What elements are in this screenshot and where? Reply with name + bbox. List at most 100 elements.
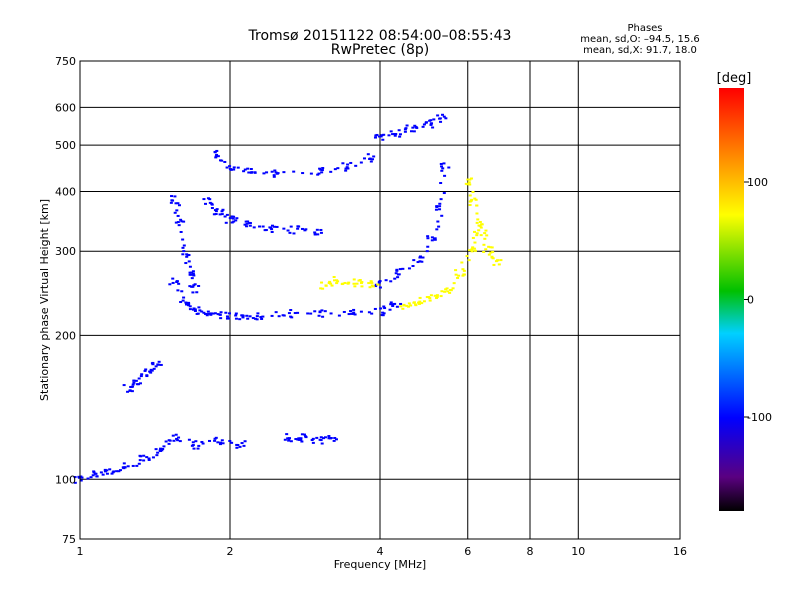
- data-point: [401, 267, 405, 270]
- data-point: [216, 441, 220, 444]
- data-point: [311, 441, 315, 444]
- data-point: [320, 169, 324, 172]
- data-point: [483, 237, 487, 240]
- data-point: [324, 284, 328, 287]
- data-point: [159, 447, 163, 450]
- y-tick-label: 200: [55, 329, 76, 342]
- data-point: [412, 301, 416, 304]
- data-point: [147, 458, 151, 461]
- data-point: [426, 245, 430, 248]
- data-point: [387, 134, 391, 137]
- data-point: [474, 198, 478, 201]
- data-point: [313, 310, 317, 313]
- data-point: [93, 472, 97, 475]
- data-point: [177, 224, 181, 227]
- data-point: [330, 284, 334, 287]
- data-point: [318, 438, 322, 441]
- data-point: [429, 123, 433, 126]
- data-point: [428, 299, 432, 302]
- data-point: [369, 280, 373, 283]
- data-point: [185, 255, 189, 258]
- data-point: [374, 285, 378, 288]
- data-point: [468, 200, 472, 203]
- data-point: [205, 314, 209, 317]
- data-point: [145, 456, 149, 459]
- data-point: [249, 171, 253, 174]
- data-point: [321, 437, 325, 440]
- data-point: [86, 477, 90, 480]
- data-point: [197, 444, 201, 447]
- data-point: [434, 208, 438, 211]
- data-point: [182, 244, 186, 247]
- data-point: [147, 457, 151, 460]
- data-point: [391, 133, 395, 136]
- axis-ticks: 1 2 4 6 8 10 16 75 100 200 300 400 500 600 750: [55, 55, 687, 558]
- data-point: [270, 224, 274, 227]
- data-point: [256, 312, 260, 315]
- data-point: [497, 263, 501, 266]
- y-tick-label: 300: [55, 245, 76, 258]
- data-point: [304, 228, 308, 231]
- data-point: [377, 135, 381, 138]
- data-point: [270, 314, 274, 317]
- data-point: [283, 438, 287, 441]
- data-point: [171, 434, 175, 437]
- data-point: [182, 296, 186, 299]
- data-point: [204, 202, 208, 205]
- data-point: [192, 284, 196, 287]
- data-point: [221, 442, 225, 445]
- data-point: [304, 436, 308, 439]
- data-point: [409, 304, 413, 307]
- data-point: [191, 444, 195, 447]
- data-point: [471, 236, 475, 239]
- data-point: [425, 250, 429, 253]
- data-point: [138, 454, 142, 457]
- data-point: [393, 134, 397, 137]
- data-point: [411, 265, 415, 268]
- data-point: [179, 301, 183, 304]
- data-point: [225, 166, 229, 169]
- data-point: [443, 290, 447, 293]
- data-point: [234, 314, 238, 317]
- x-tick-label: 10: [571, 545, 585, 558]
- data-point: [188, 285, 192, 288]
- data-point: [318, 167, 322, 170]
- data-point: [251, 317, 255, 320]
- data-point: [391, 303, 395, 306]
- data-point: [332, 275, 336, 278]
- data-point: [293, 312, 297, 315]
- data-point: [402, 304, 406, 307]
- data-point: [118, 469, 122, 472]
- data-point: [227, 317, 231, 320]
- data-point: [475, 212, 479, 215]
- data-point: [242, 444, 246, 447]
- data-point: [131, 464, 135, 467]
- data-point: [209, 313, 213, 316]
- data-point: [484, 248, 488, 251]
- data-point: [384, 279, 388, 282]
- data-point: [110, 472, 114, 475]
- data-point: [336, 167, 340, 170]
- data-point: [191, 441, 195, 444]
- data-point: [238, 318, 242, 321]
- data-point: [218, 213, 222, 216]
- data-point: [461, 274, 465, 277]
- data-point: [172, 439, 176, 442]
- data-point: [321, 315, 325, 318]
- data-point: [243, 223, 247, 226]
- y-tick-label: 75: [62, 533, 76, 546]
- data-point: [89, 476, 93, 479]
- data-point: [168, 439, 172, 442]
- data-point: [395, 305, 399, 308]
- data-point: [142, 454, 146, 457]
- data-point: [140, 373, 144, 376]
- data-point: [182, 220, 186, 223]
- data-point: [346, 282, 350, 285]
- data-point: [438, 117, 442, 120]
- data-point: [92, 471, 96, 474]
- data-point: [454, 273, 458, 276]
- data-point: [494, 260, 498, 263]
- data-point: [245, 222, 249, 225]
- data-point: [332, 439, 336, 442]
- data-point: [490, 255, 494, 258]
